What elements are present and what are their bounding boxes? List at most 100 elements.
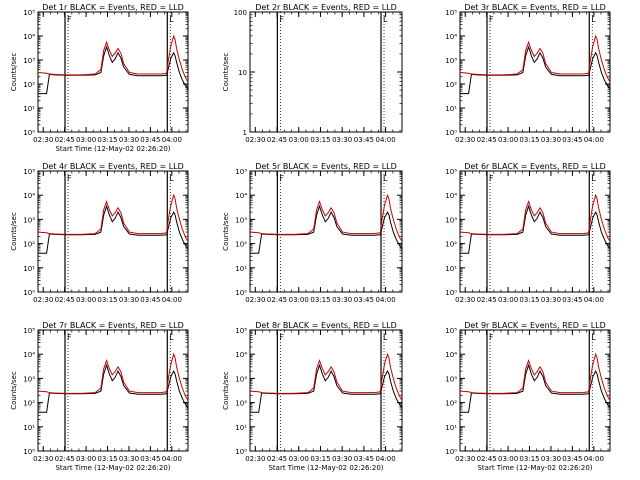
- y-tick-label: 10⁵: [23, 9, 35, 17]
- interval-marker-label: F: [489, 15, 494, 24]
- y-tick-label: 10⁴: [235, 192, 247, 200]
- y-tick-label: 10¹: [23, 265, 35, 273]
- x-tick-label: 02:45: [267, 455, 287, 463]
- y-axis-label: Counts/sec: [222, 371, 230, 410]
- y-tick-label: 10³: [235, 216, 247, 224]
- x-tick-label: 03:30: [541, 136, 561, 144]
- y-tick-label: 10⁰: [445, 448, 457, 456]
- x-tick-label: 03:00: [498, 455, 518, 463]
- x-tick-label: 02:30: [455, 455, 475, 463]
- lld-series-line: [459, 352, 611, 401]
- x-tick-label: 03:45: [562, 455, 582, 463]
- x-tick-label: 02:45: [267, 296, 287, 304]
- interval-marker-label: F: [67, 333, 72, 342]
- chart-title: Det 3r BLACK = Events, RED = LLD: [464, 3, 606, 12]
- chart-title: Det 7r BLACK = Events, RED = LLD: [42, 321, 184, 330]
- x-tick-label: 04:00: [584, 455, 604, 463]
- x-tick-label: 02:45: [55, 455, 75, 463]
- plot-frame: [249, 170, 403, 293]
- y-tick-label: 10¹: [235, 424, 247, 432]
- x-tick-label: 02:30: [245, 455, 265, 463]
- y-tick-label: 100: [234, 9, 247, 17]
- y-axis-label: Counts/sec: [10, 371, 18, 410]
- plot-frame: [249, 11, 403, 133]
- y-tick-label: 10⁵: [445, 168, 457, 176]
- y-tick-label: 10⁵: [445, 9, 457, 17]
- x-tick-label: 03:00: [289, 136, 309, 144]
- plot-frame: [37, 170, 189, 293]
- x-tick-label: 02:30: [245, 136, 265, 144]
- x-tick-label: 03:45: [140, 455, 160, 463]
- chart-title: Det 8r BLACK = Events, RED = LLD: [255, 321, 397, 330]
- interval-marker-label: L: [383, 15, 388, 24]
- interval-marker-label: F: [489, 174, 494, 183]
- x-tick-label: 02:30: [33, 455, 53, 463]
- lld-series-line: [249, 352, 403, 401]
- y-tick-label: 10⁰: [23, 448, 35, 456]
- x-tick-label: 04:00: [162, 136, 182, 144]
- y-tick-label: 10¹: [23, 105, 35, 113]
- y-tick-label: 10⁰: [235, 289, 247, 297]
- y-tick-label: 10¹: [445, 424, 457, 432]
- events-series-line: [250, 363, 403, 413]
- plot-frame: [459, 329, 611, 452]
- y-tick-label: 10¹: [235, 265, 247, 273]
- y-tick-label: 10¹: [445, 105, 457, 113]
- plot-frame: [459, 11, 611, 133]
- x-axis-label: Start Time (12-May-02 02:26:20): [55, 145, 170, 153]
- x-tick-label: 03:30: [541, 455, 561, 463]
- y-tick-label: 10³: [23, 375, 35, 383]
- y-tick-label: 10⁴: [23, 33, 35, 41]
- x-tick-label: 04:00: [376, 136, 396, 144]
- x-tick-label: 03:45: [562, 136, 582, 144]
- x-tick-label: 03:15: [310, 455, 330, 463]
- x-tick-label: 02:45: [55, 136, 75, 144]
- x-tick-label: 03:30: [541, 296, 561, 304]
- x-tick-label: 03:15: [97, 296, 117, 304]
- x-tick-label: 02:45: [477, 455, 497, 463]
- x-tick-label: 03:45: [354, 455, 374, 463]
- x-tick-label: 03:00: [76, 296, 96, 304]
- y-tick-label: 10⁰: [235, 448, 247, 456]
- interval-marker-label: F: [279, 15, 284, 24]
- y-tick-label: 10¹: [23, 424, 35, 432]
- x-tick-label: 03:30: [332, 455, 352, 463]
- interval-marker-label: F: [67, 15, 72, 24]
- x-tick-label: 03:45: [140, 296, 160, 304]
- x-tick-label: 03:30: [119, 136, 139, 144]
- y-tick-label: 1: [243, 129, 247, 137]
- x-tick-label: 02:30: [455, 136, 475, 144]
- x-tick-label: 03:00: [76, 136, 96, 144]
- lld-series-line: [37, 34, 189, 83]
- x-tick-label: 03:15: [310, 296, 330, 304]
- chart-title: Det 4r BLACK = Events, RED = LLD: [42, 162, 184, 171]
- x-tick-label: 03:15: [97, 136, 117, 144]
- x-tick-label: 03:00: [289, 455, 309, 463]
- y-tick-label: 10⁵: [235, 327, 247, 335]
- y-tick-label: 10⁰: [23, 289, 35, 297]
- x-tick-label: 03:45: [562, 296, 582, 304]
- lld-series-line: [37, 193, 189, 242]
- x-tick-label: 03:00: [498, 296, 518, 304]
- events-series-line: [460, 363, 611, 413]
- lld-series-line: [37, 352, 189, 401]
- x-axis-label: Start Time (12-May-02 02:26:20): [477, 464, 592, 472]
- interval-marker-label: L: [591, 174, 596, 183]
- y-tick-label: 10: [238, 69, 247, 77]
- y-axis-label: Counts/sec: [10, 212, 18, 251]
- chart-title: Det 6r BLACK = Events, RED = LLD: [464, 162, 606, 171]
- x-tick-label: 03:45: [354, 296, 374, 304]
- y-tick-label: 10³: [445, 375, 457, 383]
- y-tick-label: 10⁵: [235, 168, 247, 176]
- events-series-line: [460, 204, 611, 254]
- x-axis-label: Start Time (12-May-02 02:26:20): [55, 464, 170, 472]
- chart-title: Det 2r BLACK = Events, RED = LLD: [255, 3, 397, 12]
- y-tick-label: 10²: [235, 241, 247, 249]
- plot-frame: [249, 329, 403, 452]
- x-tick-label: 03:00: [289, 296, 309, 304]
- plot-frame: [37, 329, 189, 452]
- x-tick-label: 03:15: [519, 136, 539, 144]
